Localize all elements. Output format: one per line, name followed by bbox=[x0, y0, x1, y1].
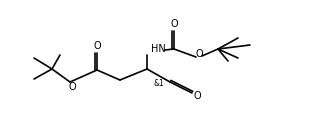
Text: O: O bbox=[68, 82, 76, 92]
Text: &1: &1 bbox=[154, 79, 165, 88]
Text: O: O bbox=[193, 91, 201, 101]
Text: HN: HN bbox=[151, 44, 165, 54]
Text: O: O bbox=[93, 41, 101, 51]
Text: O: O bbox=[195, 49, 203, 59]
Text: O: O bbox=[170, 19, 178, 29]
